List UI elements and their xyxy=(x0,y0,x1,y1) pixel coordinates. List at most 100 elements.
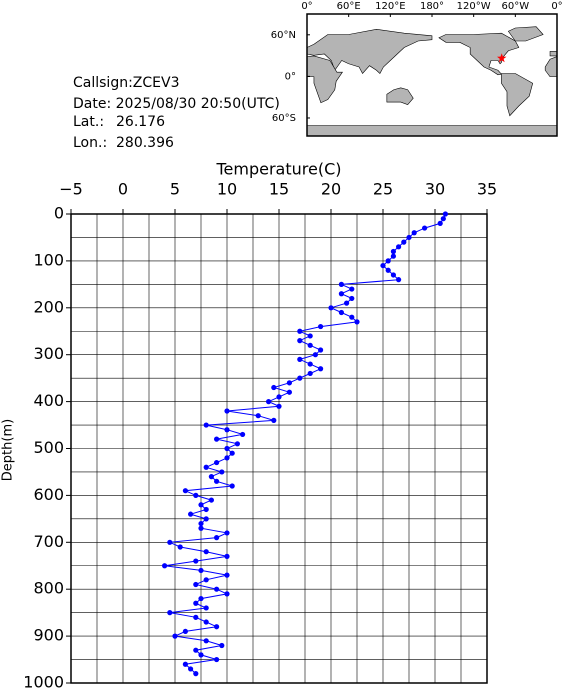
profile-point xyxy=(297,356,303,362)
map-lon-label: 0° xyxy=(551,1,562,12)
profile-point xyxy=(224,408,230,414)
profile-point xyxy=(214,656,220,663)
x-tick-label: 30 xyxy=(425,180,445,199)
profile-point xyxy=(349,286,355,292)
profile-point xyxy=(224,530,230,536)
lon-value: 280.396 xyxy=(116,135,174,151)
profile-point xyxy=(286,380,292,386)
profile-point xyxy=(390,253,396,259)
profile-point xyxy=(208,474,214,480)
map-lon-label: 60°W xyxy=(502,1,530,12)
x-tick-label: 15 xyxy=(269,180,289,199)
x-axis-label: Temperature(C) xyxy=(215,160,341,179)
profile-point xyxy=(203,549,209,555)
profile-point xyxy=(203,577,209,583)
y-tick-label: 0 xyxy=(54,204,64,223)
y-tick-label: 800 xyxy=(33,579,64,598)
profile-point xyxy=(312,352,318,358)
profile-point xyxy=(172,633,178,639)
profile-point xyxy=(401,239,407,245)
profile-point xyxy=(224,553,230,559)
profile-point xyxy=(198,567,204,574)
profile-point xyxy=(203,638,209,644)
profile-point xyxy=(234,441,240,447)
profile-point xyxy=(224,445,230,452)
y-tick-label: 100 xyxy=(33,250,64,269)
x-tick-label: 0 xyxy=(118,180,128,199)
profile-point xyxy=(167,610,173,616)
profile-point xyxy=(271,417,277,423)
profile-point xyxy=(307,370,313,377)
callsign: Callsign:ZCEV3 xyxy=(73,75,180,91)
profile-point xyxy=(406,234,412,241)
profile-point xyxy=(307,342,313,348)
x-tick-label: 5 xyxy=(170,180,180,199)
profile-point xyxy=(440,216,446,222)
profile-point xyxy=(214,459,220,466)
profile-point xyxy=(193,614,199,620)
profile-point xyxy=(338,291,344,297)
profile-point xyxy=(219,642,225,649)
profile-point xyxy=(198,502,204,508)
profile-point xyxy=(188,666,194,672)
map-lat-label: 60°N xyxy=(271,30,296,41)
profile-point xyxy=(380,262,386,269)
profile-point xyxy=(328,305,334,311)
profile-point xyxy=(297,375,303,381)
map-lon-label: 180° xyxy=(420,1,444,12)
profile-point xyxy=(203,516,209,522)
profile-point xyxy=(162,563,168,569)
profile-point xyxy=(203,464,209,470)
map-lat-label: 0° xyxy=(285,71,296,82)
x-tick-label: 20 xyxy=(321,180,341,199)
profile-point xyxy=(354,319,360,325)
profile-point xyxy=(193,581,199,588)
profile-point xyxy=(390,272,396,278)
profile-point xyxy=(385,258,391,264)
profile-point xyxy=(182,628,188,635)
info-block: Callsign:ZCEV3 Date: 2025/08/30 20:50(UT… xyxy=(73,75,280,151)
profile-point xyxy=(214,436,220,442)
map-lon-label: 120°E xyxy=(375,1,405,12)
profile-point xyxy=(198,525,204,531)
map-lon-label: 0° xyxy=(301,1,312,12)
map: 0° 60°E 120°E 180° 120°W 60°W 0° 60°N 0° 60°S xyxy=(271,1,563,137)
profile-point xyxy=(219,469,225,475)
x-tick-label: 10 xyxy=(217,180,237,199)
profile-point xyxy=(422,225,428,231)
map-lon-label: 60°E xyxy=(337,1,361,12)
profile-point xyxy=(214,624,220,630)
profile-point xyxy=(224,572,230,578)
profile-point xyxy=(318,347,324,353)
y-tick-label: 300 xyxy=(33,344,64,363)
profile-point xyxy=(286,389,292,395)
profile-point xyxy=(271,384,277,391)
profile-point xyxy=(349,295,355,302)
profile-point xyxy=(193,558,199,564)
profile-point xyxy=(255,413,261,419)
position-marker xyxy=(497,53,507,63)
profile-point xyxy=(188,511,194,517)
profile-point xyxy=(203,422,209,428)
profile-point xyxy=(229,450,235,456)
y-tick-label: 700 xyxy=(33,532,64,551)
profile-point xyxy=(307,361,313,367)
profile-point xyxy=(318,366,324,372)
land xyxy=(307,27,557,136)
profile-point xyxy=(437,220,443,226)
lat-label: Lat.: xyxy=(73,114,104,130)
profile-point xyxy=(193,671,199,677)
map-lat-label: 60°S xyxy=(272,113,296,124)
date: Date: 2025/08/30 20:50(UTC) xyxy=(73,96,280,112)
profile-point xyxy=(224,427,230,433)
profile-point xyxy=(193,492,199,498)
profile-point xyxy=(318,323,324,330)
profile-point xyxy=(396,277,402,283)
profile-point xyxy=(266,399,272,405)
profile-point xyxy=(214,535,220,541)
profile-point xyxy=(198,595,204,602)
x-tick-label: 35 xyxy=(477,180,497,199)
profile-point xyxy=(297,338,303,344)
profile-point xyxy=(177,544,183,550)
